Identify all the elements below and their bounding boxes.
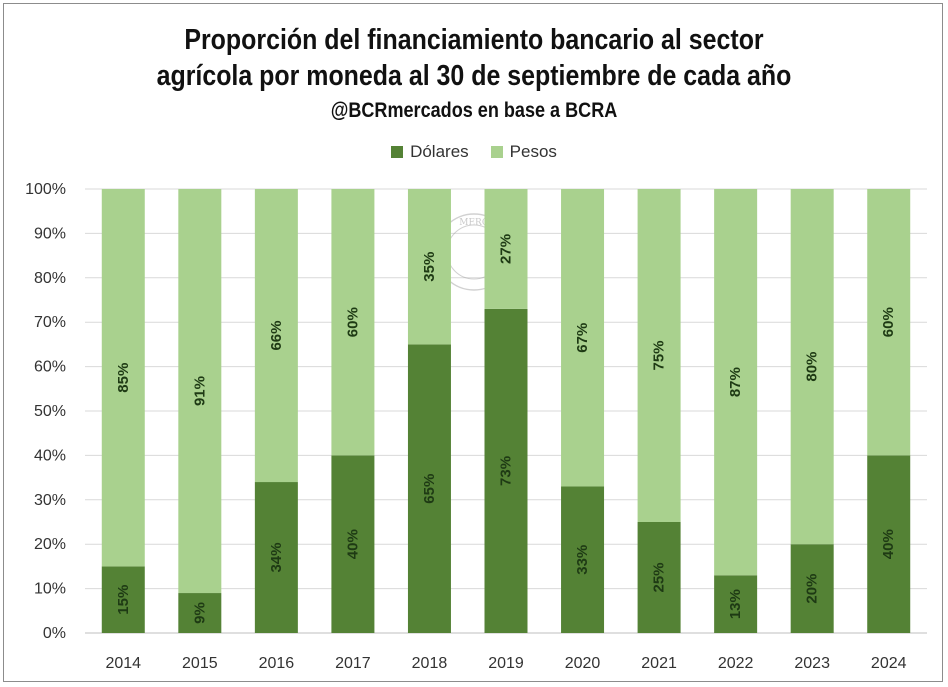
chart-legend: Dólares Pesos [0, 142, 948, 162]
data-label-pesos-2015: 91% [191, 376, 208, 406]
chart-title-line-2: agrícola por moneda al 30 de septiembre … [156, 60, 792, 92]
bar-pesos-2021 [637, 189, 681, 522]
data-label-dolares-2023: 20% [804, 574, 821, 604]
x-tick-label-2014: 2014 [105, 655, 141, 672]
bar-dolares-2017 [331, 455, 375, 633]
bar-dolares-2024 [867, 455, 911, 633]
bar-pesos-2014 [101, 189, 145, 567]
data-label-pesos-2017: 60% [344, 307, 361, 337]
data-label-pesos-2023: 80% [804, 352, 821, 382]
data-label-dolares-2021: 25% [651, 562, 668, 592]
data-label-dolares-2020: 33% [574, 545, 591, 575]
y-tick-label: 20% [34, 536, 66, 553]
bar-dolares-2016 [254, 482, 298, 633]
data-label-dolares-2017: 40% [344, 529, 361, 559]
data-label-pesos-2018: 35% [421, 252, 438, 282]
bar-pesos-2015 [178, 189, 222, 594]
y-tick-label: 100% [25, 181, 66, 198]
bars: 15% 85% 9% 91% 34% 66% 40% 60% 65% 35% 73% 27% 33% 67… [101, 189, 911, 633]
y-tick-label: 0% [43, 625, 66, 642]
bar-pesos-2020 [561, 189, 605, 487]
bar-dolares-2014 [101, 566, 145, 633]
bar-pesos-2019 [484, 189, 528, 309]
data-label-pesos-2014: 85% [115, 363, 132, 393]
y-tick-label: 90% [34, 225, 66, 242]
chart-subtitle: @BCRmercados en base a BCRA [330, 99, 618, 122]
data-label-dolares-2016: 34% [268, 543, 285, 573]
bar-pesos-2022 [714, 189, 758, 576]
x-tick-label-2022: 2022 [718, 655, 754, 672]
x-tick-label-2016: 2016 [259, 655, 295, 672]
x-axis-ticks: 2014 2015 2016 2017 2018 2019 2020 2021 2022 2023… [105, 655, 906, 672]
legend-item-dolares: Dólares [391, 142, 469, 162]
chart-frame [3, 3, 943, 682]
data-label-dolares-2014: 15% [115, 585, 132, 615]
bar-dolares-2021 [637, 522, 681, 633]
bar-dolares-2023 [790, 544, 834, 633]
y-tick-label: 50% [34, 403, 66, 420]
data-label-pesos-2016: 66% [268, 321, 285, 351]
y-axis-ticks: 0% 10% 20% 30% 40% 50% 60% 70% 80% 90% 100% [25, 181, 66, 642]
legend-swatch-dolares [391, 146, 404, 158]
x-tick-label-2019: 2019 [488, 655, 524, 672]
chart-title-line-1: Proporción del financiamiento bancario a… [184, 24, 764, 56]
legend-label-dolares: Dólares [410, 142, 469, 161]
legend-swatch-pesos [490, 146, 503, 158]
data-label-pesos-2022: 87% [727, 367, 744, 397]
data-label-pesos-2020: 67% [574, 323, 591, 353]
data-label-dolares-2018: 65% [421, 474, 438, 504]
data-label-pesos-2021: 75% [651, 340, 668, 370]
x-tick-label-2023: 2023 [794, 655, 830, 672]
bar-dolares-2020 [561, 486, 605, 633]
bar-dolares-2015 [178, 593, 222, 633]
bar-pesos-2016 [254, 189, 298, 483]
bar-dolares-2018 [407, 344, 451, 633]
y-tick-label: 80% [34, 270, 66, 287]
y-tick-label: 70% [34, 314, 66, 331]
data-label-dolares-2024: 40% [880, 529, 897, 559]
data-label-pesos-2019: 27% [498, 234, 515, 264]
bar-pesos-2017 [331, 189, 375, 456]
bar-dolares-2022 [714, 575, 758, 633]
bar-dolares-2019 [484, 308, 528, 633]
data-label-dolares-2022: 13% [727, 589, 744, 619]
x-tick-label-2024: 2024 [871, 655, 907, 672]
bar-pesos-2023 [790, 189, 834, 545]
x-tick-label-2015: 2015 [182, 655, 218, 672]
y-tick-label: 40% [34, 447, 66, 464]
legend-label-pesos: Pesos [509, 142, 557, 161]
seal-text: MERC [459, 218, 489, 228]
x-tick-label-2021: 2021 [641, 655, 677, 672]
data-label-dolares-2015: 9% [191, 602, 208, 624]
x-tick-label-2020: 2020 [565, 655, 601, 672]
y-tick-label: 30% [34, 492, 66, 509]
bar-pesos-2024 [867, 189, 911, 456]
x-tick-label-2017: 2017 [335, 655, 371, 672]
data-label-dolares-2019: 73% [498, 456, 515, 486]
bar-pesos-2018 [407, 189, 451, 345]
legend-item-pesos: Pesos [490, 142, 557, 162]
y-tick-label: 60% [34, 359, 66, 376]
y-tick-label: 10% [34, 581, 66, 598]
chart-title: Proporción del financiamiento bancario a… [66, 22, 881, 94]
x-tick-label-2018: 2018 [412, 655, 448, 672]
data-label-pesos-2024: 60% [880, 307, 897, 337]
